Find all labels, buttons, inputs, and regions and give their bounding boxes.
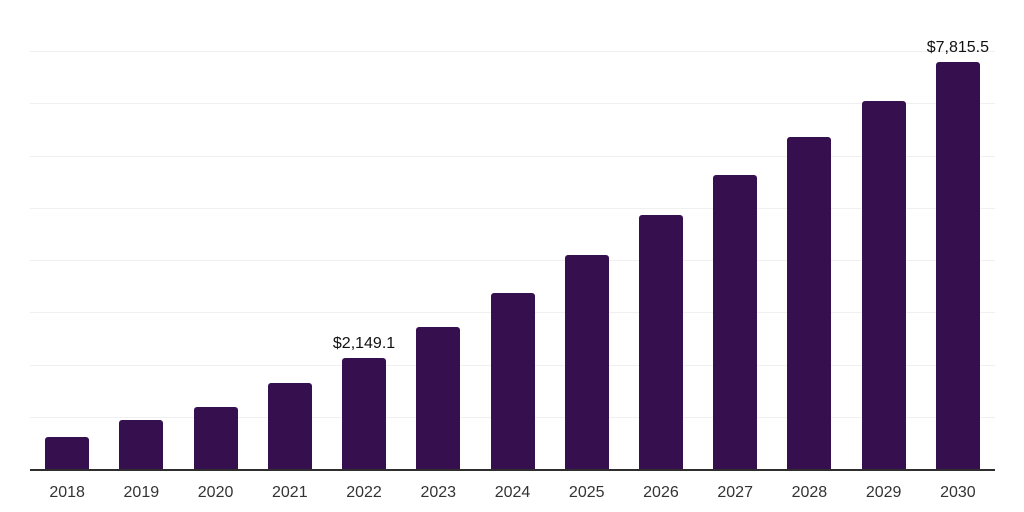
gridline-8000 bbox=[30, 51, 995, 53]
x-tick-2022: 2022 bbox=[346, 484, 382, 501]
bar-2022 bbox=[342, 357, 387, 470]
bar-2028 bbox=[787, 136, 832, 470]
x-axis-line bbox=[30, 469, 995, 471]
bar-2020 bbox=[193, 406, 238, 470]
gridline-5000 bbox=[30, 207, 995, 209]
bar-2026 bbox=[638, 214, 683, 470]
bar-2029 bbox=[861, 101, 906, 470]
bar-2027 bbox=[713, 174, 758, 470]
x-tick-2025: 2025 bbox=[568, 484, 605, 501]
x-tick-2027: 2027 bbox=[717, 484, 753, 501]
x-tick-2029: 2029 bbox=[865, 484, 902, 501]
x-tick-2023: 2023 bbox=[420, 484, 457, 501]
x-tick-2019: 2019 bbox=[123, 484, 160, 501]
x-tick-2018: 2018 bbox=[49, 484, 85, 501]
x-tick-2021: 2021 bbox=[272, 484, 308, 501]
bar-2030 bbox=[935, 61, 980, 470]
plot-area: $2,149.1 $7,815.5 bbox=[30, 0, 995, 470]
bar-2023 bbox=[416, 327, 461, 470]
gridline-4000 bbox=[30, 260, 995, 262]
x-tick-2020: 2020 bbox=[197, 484, 234, 501]
bar-2019 bbox=[119, 419, 164, 470]
x-axis-tick-labels: 2018 2019 2020 2021 2022 2023 2024 2025 2026 2027… bbox=[30, 483, 995, 505]
x-tick-2028: 2028 bbox=[791, 484, 828, 501]
bar-2025 bbox=[564, 255, 609, 470]
value-label-2030: $7,815.5 bbox=[926, 38, 990, 56]
bar-2024 bbox=[490, 293, 535, 470]
gridline-7000 bbox=[30, 103, 995, 105]
bar-2018 bbox=[45, 436, 90, 470]
gridline-6000 bbox=[30, 155, 995, 157]
x-tick-2026: 2026 bbox=[643, 484, 679, 501]
x-tick-2030: 2030 bbox=[940, 484, 976, 501]
x-tick-2024: 2024 bbox=[494, 484, 531, 501]
value-label-2022: $2,149.1 bbox=[332, 334, 396, 352]
bar-2021 bbox=[267, 383, 312, 470]
